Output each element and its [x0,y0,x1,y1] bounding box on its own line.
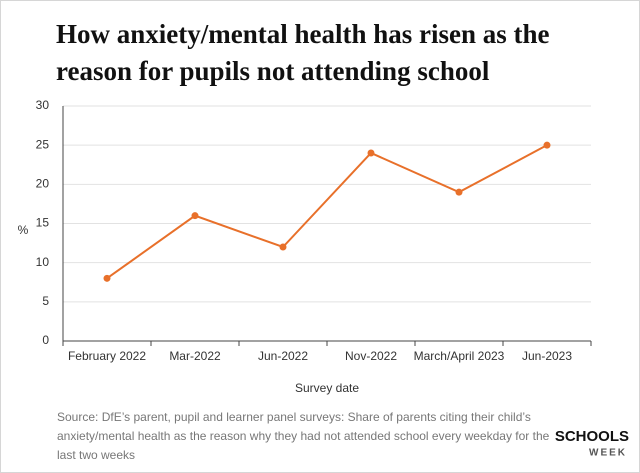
y-tick-label: 25 [36,137,50,151]
logo: WEEK [589,448,627,459]
chart-title: How anxiety/mental health has risen as t… [56,19,550,49]
x-tick-label: Mar-2022 [169,349,221,363]
y-tick-label: 0 [42,333,49,347]
data-point [103,274,111,282]
x-tick-label: Jun-2022 [258,349,308,363]
data-point [455,188,463,196]
source-note: Source: DfE’s parent, pupil and learner … [57,410,550,462]
data-point [279,243,287,251]
data-point [367,149,375,157]
y-tick-label: 15 [36,216,50,230]
y-tick-label: 20 [36,177,50,191]
x-tick-label: Nov-2022 [345,349,397,363]
series-line [106,144,548,280]
x-tick-label: Jun-2023 [522,349,572,363]
x-tick-label: February 2022 [68,349,146,363]
y-tick-label: 10 [36,255,50,269]
y-axis-label: % [18,223,29,237]
x-axis-label: Survey date [295,381,359,395]
y-tick-label: 5 [42,294,49,308]
chart-title: reason for pupils not attending school [56,56,490,86]
y-tick-label: 30 [36,98,50,112]
data-point [543,141,551,149]
x-tick-label: March/April 2023 [414,349,505,363]
logo: SCHOOLS [555,428,629,445]
data-point [191,212,199,220]
